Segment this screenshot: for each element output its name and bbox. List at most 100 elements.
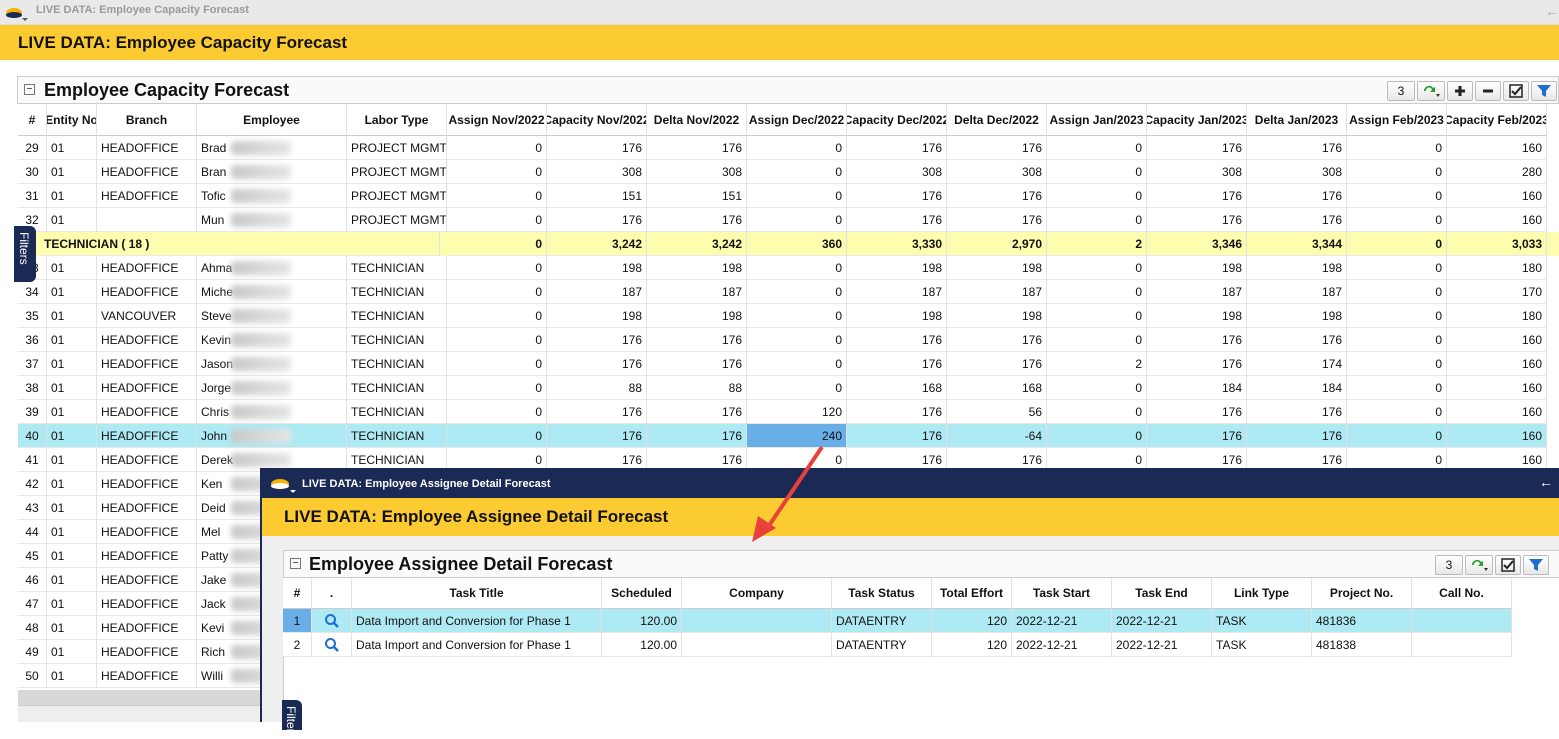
app-icon[interactable] [4, 4, 28, 22]
collapse-button[interactable]: − [290, 558, 301, 569]
grid-cell: PROJECT MGMT [347, 208, 447, 232]
grid-cell: 0 [1347, 400, 1447, 424]
grid-cell: 0 [447, 280, 547, 304]
grid-cell: 01 [47, 352, 97, 376]
count-box[interactable]: 3 [1435, 555, 1463, 575]
grid-cell: 308 [947, 160, 1047, 184]
grid-cell: 0 [447, 376, 547, 400]
grid-cell: 198 [547, 304, 647, 328]
grid-cell: 2 [1047, 352, 1147, 376]
grid-cell: 198 [547, 256, 647, 280]
group-total: 3,344 [1247, 232, 1347, 256]
grid-cell: 43 [18, 496, 47, 520]
group-total: 3,330 [847, 232, 947, 256]
grid-cell: 0 [1347, 184, 1447, 208]
grid-cell: HEADOFFICE [97, 616, 197, 640]
grid-cell: 168 [847, 376, 947, 400]
app-icon[interactable] [268, 477, 298, 495]
redacted-name [231, 309, 291, 323]
grid-cell: HEADOFFICE [97, 544, 197, 568]
grid-cell: 01 [47, 400, 97, 424]
refresh-button[interactable] [1465, 555, 1493, 575]
add-button[interactable] [1447, 81, 1473, 101]
grid-cell: 01 [47, 184, 97, 208]
grid-cell: TECHNICIAN [347, 256, 447, 280]
grid-cell: 01 [47, 472, 97, 496]
grid-cell: 0 [747, 352, 847, 376]
grid-cell: 0 [1047, 376, 1147, 400]
grid-cell: 198 [1147, 256, 1247, 280]
grid-cell: PROJECT MGMT [347, 160, 447, 184]
grid-cell: Jason [197, 352, 347, 376]
grid-cell: 176 [847, 184, 947, 208]
grid-cell: 176 [947, 352, 1047, 376]
grid-cell: 41 [18, 448, 47, 472]
grid-cell: HEADOFFICE [97, 280, 197, 304]
column-header: Assign Jan/2023 [1047, 104, 1147, 136]
grid-cell: Brad [197, 136, 347, 160]
grid-cell: 01 [47, 136, 97, 160]
grid-cell: 0 [747, 376, 847, 400]
column-header: Assign Nov/2022 [447, 104, 547, 136]
scrollbar[interactable] [18, 690, 260, 705]
filter-button[interactable] [1531, 81, 1557, 101]
back-arrow[interactable]: ← [1545, 3, 1559, 19]
grid-cell: 176 [1247, 208, 1347, 232]
count-box[interactable]: 3 [1387, 81, 1415, 101]
column-header: Entity No [47, 104, 97, 136]
grid-cell: 176 [547, 424, 647, 448]
grid-cell: 198 [947, 256, 1047, 280]
grid-cell: 0 [1347, 352, 1447, 376]
group-total: 3,242 [647, 232, 747, 256]
grid-cell: 34 [18, 280, 47, 304]
filters-tab[interactable]: Filters [14, 226, 36, 282]
grid-cell: 01 [47, 616, 97, 640]
grid-cell: 176 [847, 424, 947, 448]
redacted-name [231, 213, 291, 227]
grid-cell: HEADOFFICE [97, 136, 197, 160]
grid-cell: 46 [18, 568, 47, 592]
grid-cell: 176 [847, 352, 947, 376]
redacted-name [231, 381, 291, 395]
grid-cell: HEADOFFICE [97, 352, 197, 376]
grid-cell: 0 [1047, 136, 1147, 160]
column-header: Assign Feb/2023 [1347, 104, 1447, 136]
grid-cell: 198 [847, 304, 947, 328]
check-button[interactable] [1503, 81, 1529, 101]
grid-cell: HEADOFFICE [97, 160, 197, 184]
group-total: 0 [1347, 232, 1447, 256]
grid-cell: 176 [1247, 424, 1347, 448]
redacted-name [231, 141, 291, 155]
grid-cell: 176 [647, 208, 747, 232]
grid-cell: HEADOFFICE [97, 496, 197, 520]
arrow-head [752, 516, 776, 542]
back-arrow[interactable]: ← [1539, 474, 1553, 490]
redacted-name [231, 189, 291, 203]
grid-cell: 176 [547, 352, 647, 376]
collapse-button[interactable]: − [24, 84, 35, 95]
check-button[interactable] [1495, 555, 1521, 575]
grid-cell: HEADOFFICE [97, 568, 197, 592]
refresh-button[interactable] [1417, 81, 1445, 101]
group-row[interactable] [18, 232, 1559, 256]
filter-button[interactable] [1523, 555, 1549, 575]
group-total: 360 [747, 232, 847, 256]
window-title: LIVE DATA: Employee Capacity Forecast [36, 4, 249, 16]
grid-cell: 0 [747, 304, 847, 328]
grid-cell: 0 [1347, 424, 1447, 448]
grid-cell: 40 [18, 424, 47, 448]
detail-title-bar: LIVE DATA: Employee Assignee Detail Fore… [262, 498, 1559, 536]
grid-cell: 0 [1347, 328, 1447, 352]
column-header: Labor Type [347, 104, 447, 136]
grid-cell: 29 [18, 136, 47, 160]
grid-cell: 187 [847, 280, 947, 304]
grid-cell: 0 [447, 328, 547, 352]
grid-cell: 176 [847, 208, 947, 232]
grid-cell: 187 [947, 280, 1047, 304]
grid-cell: 01 [47, 256, 97, 280]
grid-cell: 01 [47, 640, 97, 664]
grid-cell: 176 [547, 208, 647, 232]
remove-button[interactable] [1475, 81, 1501, 101]
grid-cell: 0 [747, 328, 847, 352]
